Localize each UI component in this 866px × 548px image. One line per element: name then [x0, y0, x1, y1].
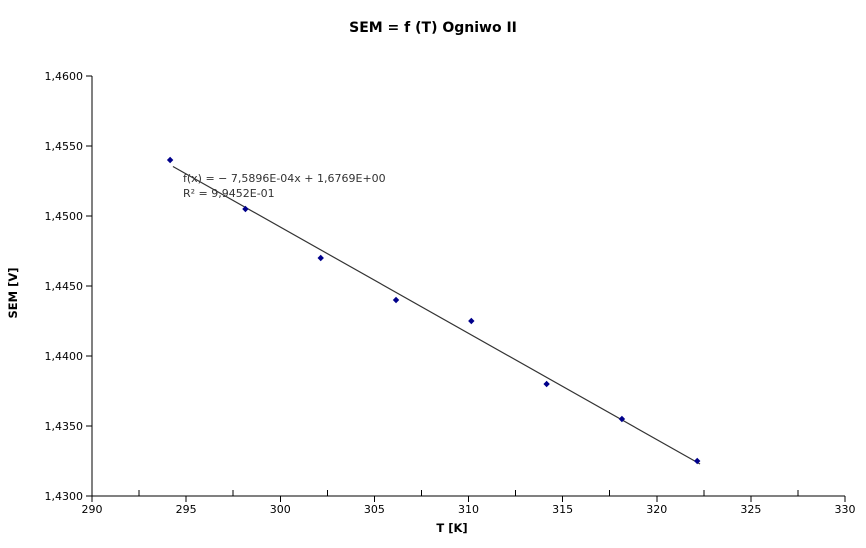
- y-tick-label: 1,4600: [45, 70, 84, 83]
- chart-title: SEM = f (T) Ogniwo II: [349, 20, 517, 36]
- data-point: [317, 254, 324, 262]
- x-tick-label: 300: [270, 503, 291, 516]
- y-axis-title: SEM [V]: [6, 267, 20, 319]
- y-tick-label: 1,4450: [45, 280, 84, 293]
- x-tick-label: 325: [740, 503, 761, 516]
- x-tick-label: 330: [835, 503, 856, 516]
- y-tick-label: 1,4350: [45, 420, 84, 433]
- y-tick-label: 1,4550: [45, 140, 84, 153]
- data-point: [392, 296, 400, 304]
- x-tick-label: 315: [552, 503, 573, 516]
- trendline-equation: f(x) = − 7,5896E-04x + 1,6769E+00: [183, 172, 386, 185]
- data-point: [618, 415, 626, 423]
- data-point: [468, 317, 475, 325]
- y-tick-label: 1,4500: [45, 210, 84, 223]
- trendline: [172, 165, 701, 465]
- trendline-annotation: f(x) = − 7,5896E-04x + 1,6769E+00 R² = 9…: [183, 172, 386, 201]
- x-axis-title: T [K]: [436, 521, 468, 535]
- data-point: [694, 457, 701, 465]
- y-tick-label: 1,4300: [45, 490, 84, 503]
- x-tick-label: 320: [646, 503, 667, 516]
- y-tick-label: 1,4400: [45, 350, 84, 363]
- data-point: [166, 156, 174, 164]
- x-tick-label: 305: [364, 503, 385, 516]
- data-point: [543, 380, 550, 388]
- trendline-r-squared: R² = 9,9452E-01: [183, 186, 275, 200]
- x-tick-label: 290: [82, 503, 103, 516]
- x-tick-label: 295: [176, 503, 197, 516]
- data-point: [242, 205, 249, 213]
- x-tick-label: 310: [458, 503, 479, 516]
